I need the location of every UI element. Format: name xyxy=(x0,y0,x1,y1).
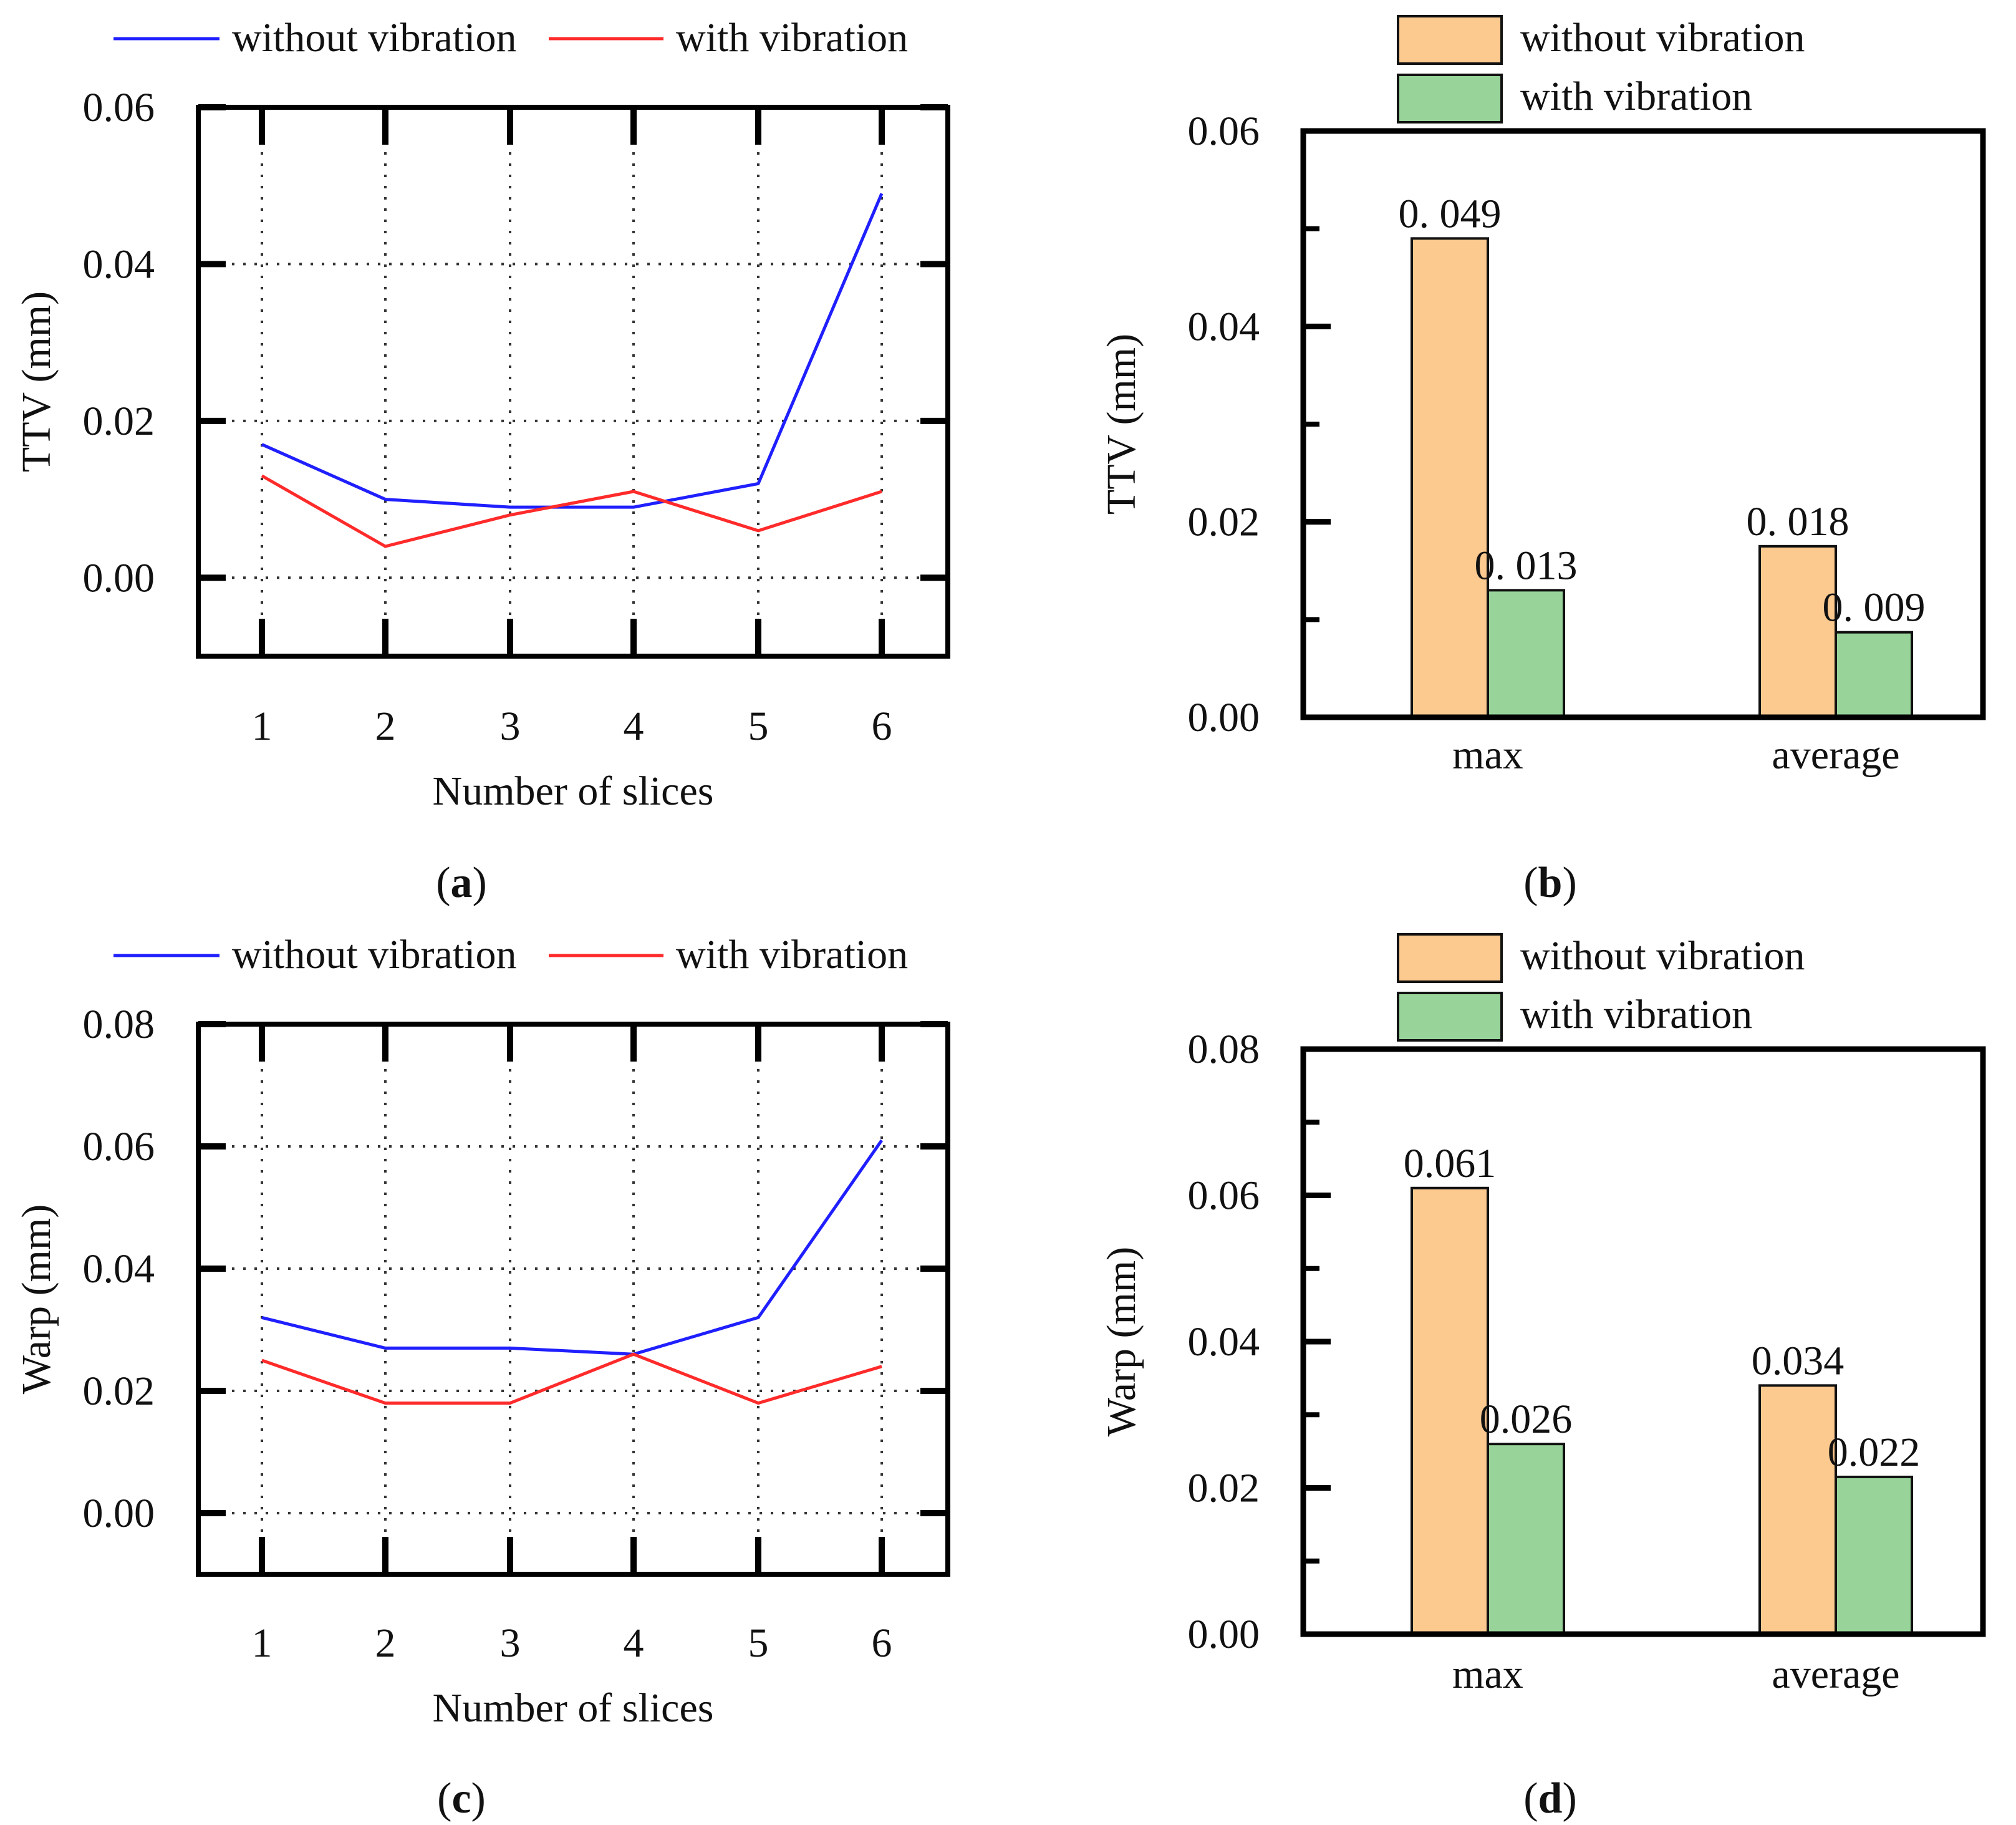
panel-label: (d) xyxy=(1523,1774,1577,1823)
bar-without-vibration-max xyxy=(1411,1186,1489,1635)
legend-swatch xyxy=(1397,15,1503,65)
series-line-with-vibration xyxy=(261,474,882,548)
legend-label: without vibration xyxy=(1520,15,1805,61)
y-tick-label: 0.02 xyxy=(83,399,155,444)
x-tick-label: 3 xyxy=(500,1620,521,1666)
legend-label: without vibration xyxy=(232,15,516,61)
y-tick-label: 0.00 xyxy=(1188,1612,1260,1657)
category-label: max xyxy=(1452,1652,1523,1697)
y-axis-title: Warp (mm) xyxy=(1099,1247,1144,1436)
x-tick-label: 6 xyxy=(872,1620,892,1666)
bar-with-vibration-average xyxy=(1835,631,1913,719)
data-label: 0.022 xyxy=(1828,1430,1921,1475)
legend-swatch xyxy=(1397,933,1503,983)
x-tick-label: 4 xyxy=(624,704,644,749)
panel-letter: b xyxy=(1538,859,1563,907)
data-label: 0. 049 xyxy=(1399,191,1502,236)
x-tick-label: 6 xyxy=(872,704,892,749)
y-tick-label: 0.04 xyxy=(1188,1319,1260,1365)
x-tick-label: 2 xyxy=(375,704,396,749)
plot-frame xyxy=(196,1022,950,1577)
legend-swatch xyxy=(1397,992,1503,1042)
y-tick-label: 0.00 xyxy=(83,1491,155,1536)
x-tick-label: 1 xyxy=(252,704,272,749)
y-tick-label: 0.04 xyxy=(83,241,155,287)
bar-with-vibration-average xyxy=(1835,1475,1913,1636)
x-tick-label: 3 xyxy=(500,704,521,749)
plot-frame xyxy=(196,105,950,659)
bar-without-vibration-average xyxy=(1758,545,1837,719)
category-label: average xyxy=(1772,1652,1899,1697)
chart-panel-d: 0.061 0.026 max 0.034 0.022 average 0.00 0.02 0.… xyxy=(1099,933,1986,1823)
bar-without-vibration-average xyxy=(1758,1384,1837,1636)
y-tick-label: 0.06 xyxy=(83,1124,155,1169)
x-tick-label: 5 xyxy=(748,1620,769,1666)
y-tick-label: 0.02 xyxy=(83,1368,155,1414)
category-label: average xyxy=(1772,732,1899,778)
legend-label: with vibration xyxy=(1520,74,1752,119)
panel-label: (b) xyxy=(1523,859,1577,907)
category-label: max xyxy=(1452,732,1523,778)
x-axis-title: Number of slices xyxy=(433,768,714,814)
y-tick-label: 0.04 xyxy=(1188,304,1260,349)
y-tick-label: 0.06 xyxy=(1188,109,1260,154)
chart-panel-a: 0.00 0.02 0.04 0.06 1 2 3 4 5 6 without vibration w… xyxy=(14,15,950,907)
series-line-without-vibration xyxy=(261,1139,884,1356)
y-tick-label: 0.08 xyxy=(1188,1027,1260,1072)
panel-letter: c xyxy=(451,1774,471,1823)
panel-label: (c) xyxy=(437,1774,486,1823)
series-line-with-vibration xyxy=(261,1352,882,1405)
data-label: 0.061 xyxy=(1404,1141,1497,1186)
legend-label: without vibration xyxy=(232,932,516,977)
data-label: 0. 009 xyxy=(1823,585,1926,631)
chart-panel-c: 0.00 0.02 0.04 0.06 0.08 1 2 3 4 5 6 without vibrat… xyxy=(14,932,950,1823)
y-tick-label: 0.02 xyxy=(1188,1466,1260,1511)
y-tick-label: 0.04 xyxy=(83,1246,155,1292)
y-axis-title: Warp (mm) xyxy=(14,1204,59,1394)
data-label: 0. 018 xyxy=(1747,499,1850,545)
legend-label: with vibration xyxy=(1520,992,1752,1037)
x-tick-label: 2 xyxy=(375,1620,396,1666)
y-axis-title: TTV (mm) xyxy=(14,291,59,472)
series-line-without-vibration xyxy=(261,193,884,509)
y-tick-label: 0.02 xyxy=(1188,500,1260,545)
bar-with-vibration-max xyxy=(1487,589,1565,719)
bar-without-vibration-max xyxy=(1411,237,1489,719)
legend-label: with vibration xyxy=(676,932,908,977)
panel-letter: d xyxy=(1538,1774,1563,1823)
y-tick-label: 0.06 xyxy=(83,85,155,130)
legend-label: with vibration xyxy=(676,15,908,61)
y-tick-label: 0.00 xyxy=(83,555,155,601)
x-tick-label: 1 xyxy=(252,1620,272,1666)
x-tick-label: 5 xyxy=(748,704,769,749)
chart-panel-b: 0. 049 0. 013 max 0. 018 0. 009 average 0.00 0.… xyxy=(1099,15,1986,907)
bar-with-vibration-max xyxy=(1487,1443,1565,1635)
y-tick-label: 0.00 xyxy=(1188,695,1260,740)
y-tick-label: 0.08 xyxy=(83,1002,155,1047)
y-axis-title: TTV (mm) xyxy=(1099,334,1144,515)
data-label: 0.026 xyxy=(1480,1397,1573,1442)
data-label: 0. 013 xyxy=(1475,543,1578,588)
panel-letter: a xyxy=(451,859,473,907)
legend-swatch xyxy=(1397,74,1503,123)
x-tick-label: 4 xyxy=(624,1620,644,1666)
x-axis-title: Number of slices xyxy=(433,1685,714,1731)
panel-label: (a) xyxy=(436,859,487,907)
legend-label: without vibration xyxy=(1520,933,1805,979)
data-label: 0.034 xyxy=(1752,1338,1845,1383)
y-tick-label: 0.06 xyxy=(1188,1173,1260,1219)
